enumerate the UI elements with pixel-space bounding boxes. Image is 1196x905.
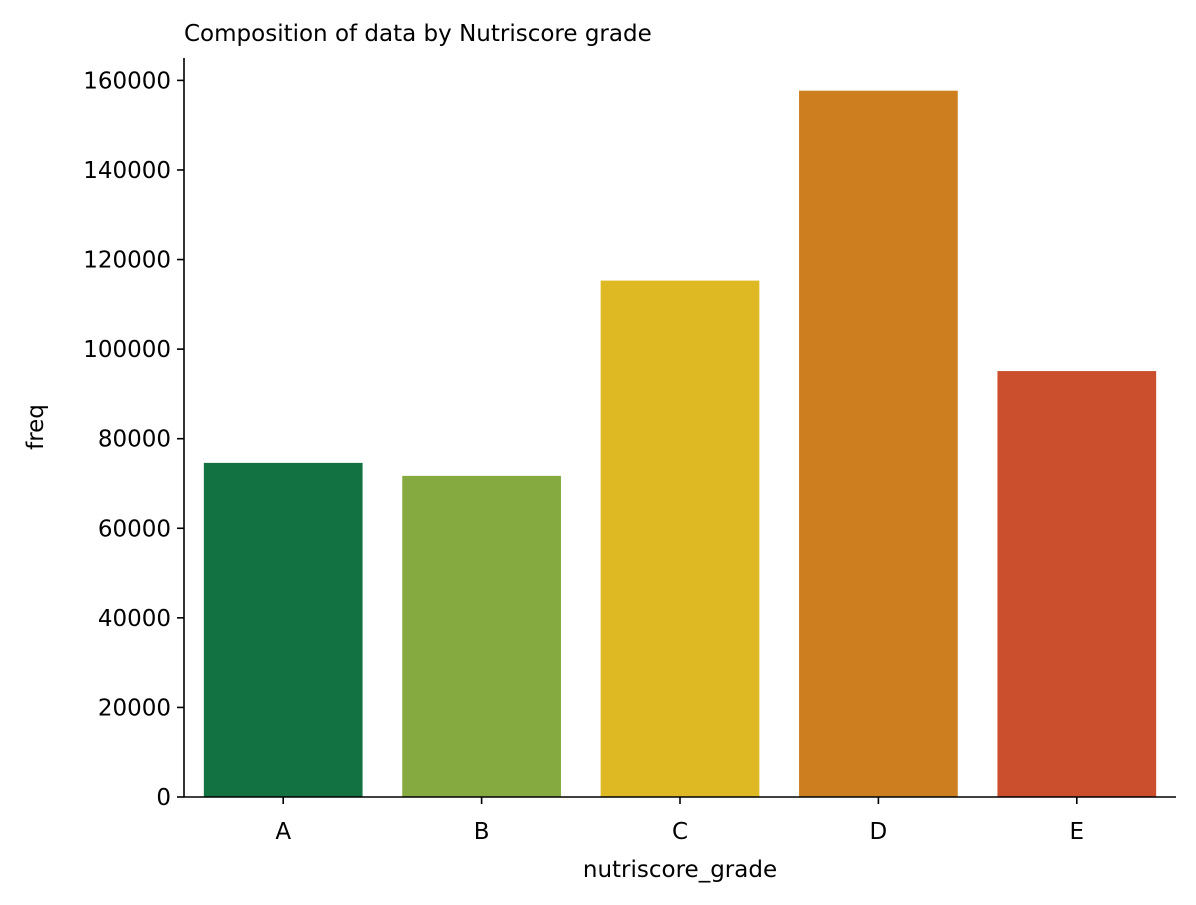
y-tick-label: 160000 — [83, 68, 171, 94]
bar-b — [402, 475, 561, 797]
bar-c — [600, 280, 760, 797]
y-tick-label: 60000 — [98, 516, 171, 542]
x-tick-label-d: D — [870, 819, 888, 845]
chart-title: Composition of data by Nutriscore grade — [184, 21, 652, 47]
bar-a — [203, 462, 363, 797]
y-tick-label: 120000 — [83, 248, 171, 274]
bar-d — [799, 90, 958, 798]
bar-e — [997, 371, 1157, 797]
x-axis-title: nutriscore_grade — [583, 857, 777, 883]
y-axis-title: freq — [23, 404, 49, 450]
x-tick-label-a: A — [275, 819, 291, 845]
x-tick-label-c: C — [672, 819, 688, 845]
x-tick-label-b: B — [474, 819, 490, 845]
x-axis: A B C D E — [184, 796, 1176, 845]
y-tick-label: 80000 — [98, 427, 171, 453]
bars-group — [203, 90, 1157, 798]
y-tick-label: 0 — [156, 785, 171, 811]
y-tick-label: 100000 — [83, 337, 171, 363]
y-tick-label: 40000 — [98, 606, 171, 632]
y-axis: 0 20000 40000 60000 80000 100000 120000 140000 1… — [83, 58, 185, 811]
y-tick-label: 140000 — [83, 158, 171, 184]
y-tick-label: 20000 — [98, 695, 171, 721]
x-tick-label-e: E — [1070, 819, 1085, 845]
